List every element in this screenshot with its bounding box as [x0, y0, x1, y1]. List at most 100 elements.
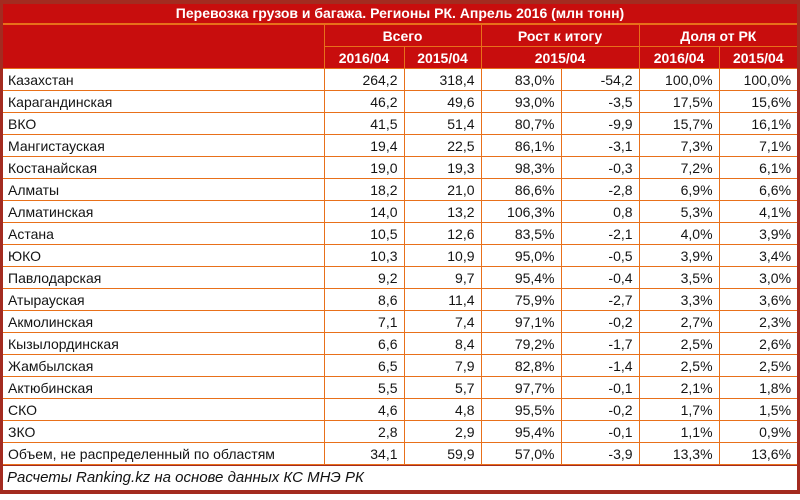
value-cell: 4,6 — [323, 398, 405, 421]
value-cell: 5,3% — [638, 200, 720, 223]
value-cell: 10,3 — [323, 244, 405, 267]
value-cell: 49,6 — [403, 90, 482, 113]
table-row: Акмолинская 7,1 7,4 97,1% -0,2 2,7% 2,3% — [3, 310, 798, 333]
table-row: Атырауская 8,6 11,4 75,9% -2,7 3,3% 3,6% — [3, 288, 798, 311]
data-table: Всего Рост к итогу Доля от РК 2016/04 20… — [3, 25, 798, 465]
region-cell: Алматы — [3, 178, 325, 201]
table-row: Астана 10,5 12,6 83,5% -2,1 4,0% 3,9% — [3, 222, 798, 245]
value-cell: 7,3% — [638, 134, 720, 157]
report-title: Перевозка грузов и багажа. Регионы РК. А… — [3, 4, 797, 25]
value-cell: 1,1% — [638, 420, 720, 443]
value-cell: -0,4 — [560, 266, 640, 289]
region-cell: Астана — [3, 222, 325, 245]
value-cell: 2,5% — [638, 354, 720, 377]
value-cell: -9,9 — [560, 112, 640, 135]
value-cell: 2,8 — [323, 420, 405, 443]
table-row: Павлодарская 9,2 9,7 95,4% -0,4 3,5% 3,0% — [3, 266, 798, 289]
value-cell: 19,3 — [403, 156, 482, 179]
region-cell: Актюбинская — [3, 376, 325, 399]
value-cell: 2,5% — [718, 354, 798, 377]
region-cell: Атырауская — [3, 288, 325, 311]
value-cell: 6,6 — [323, 332, 405, 355]
period-total-2015: 2015/04 — [403, 46, 482, 69]
value-cell: 41,5 — [323, 112, 405, 135]
value-cell: 7,2% — [638, 156, 720, 179]
region-cell: ЗКО — [3, 420, 325, 443]
value-cell: 95,5% — [480, 398, 562, 421]
value-cell: -3,9 — [560, 442, 640, 465]
column-group-growth: Рост к итогу — [480, 25, 640, 47]
value-cell: 13,3% — [638, 442, 720, 465]
value-cell: 95,0% — [480, 244, 562, 267]
region-cell: Кызылординская — [3, 332, 325, 355]
value-cell: 2,1% — [638, 376, 720, 399]
value-cell: 83,0% — [480, 68, 562, 91]
period-share-2015: 2015/04 — [718, 46, 798, 69]
region-cell: Мангистауская — [3, 134, 325, 157]
region-cell: Объем, не распределенный по областям — [3, 442, 325, 465]
value-cell: -0,3 — [560, 156, 640, 179]
table-row: ВКО 41,5 51,4 80,7% -9,9 15,7% 16,1% — [3, 112, 798, 135]
value-cell: 8,6 — [323, 288, 405, 311]
value-cell: 9,2 — [323, 266, 405, 289]
value-cell: 5,7 — [403, 376, 482, 399]
value-cell: -1,4 — [560, 354, 640, 377]
value-cell: 2,5% — [638, 332, 720, 355]
table-row: Жамбылская 6,5 7,9 82,8% -1,4 2,5% 2,5% — [3, 354, 798, 377]
value-cell: 97,7% — [480, 376, 562, 399]
value-cell: 12,6 — [403, 222, 482, 245]
value-cell: 11,4 — [403, 288, 482, 311]
value-cell: 21,0 — [403, 178, 482, 201]
value-cell: 7,4 — [403, 310, 482, 333]
value-cell: 75,9% — [480, 288, 562, 311]
table-row: Карагандинская 46,2 49,6 93,0% -3,5 17,5% 15,6… — [3, 90, 798, 113]
value-cell: 8,4 — [403, 332, 482, 355]
value-cell: -0,1 — [560, 420, 640, 443]
value-cell: 2,6% — [718, 332, 798, 355]
value-cell: -3,5 — [560, 90, 640, 113]
value-cell: 7,9 — [403, 354, 482, 377]
value-cell: 19,4 — [323, 134, 405, 157]
period-header-row: 2016/04 2015/04 2015/04 2016/04 2015/04 — [3, 46, 798, 69]
value-cell: 86,1% — [480, 134, 562, 157]
value-cell: 13,6% — [718, 442, 798, 465]
value-cell: 4,8 — [403, 398, 482, 421]
value-cell: 3,6% — [718, 288, 798, 311]
value-cell: 83,5% — [480, 222, 562, 245]
table-row: Мангистауская 19,4 22,5 86,1% -3,1 7,3% 7,1% — [3, 134, 798, 157]
value-cell: -2,7 — [560, 288, 640, 311]
value-cell: 86,6% — [480, 178, 562, 201]
value-cell: -2,8 — [560, 178, 640, 201]
value-cell: 7,1% — [718, 134, 798, 157]
value-cell: 100,0% — [638, 68, 720, 91]
value-cell: 17,5% — [638, 90, 720, 113]
region-cell: Жамбылская — [3, 354, 325, 377]
value-cell: 57,0% — [480, 442, 562, 465]
value-cell: 16,1% — [718, 112, 798, 135]
value-cell: 106,3% — [480, 200, 562, 223]
value-cell: 3,4% — [718, 244, 798, 267]
value-cell: 6,5 — [323, 354, 405, 377]
value-cell: 2,7% — [638, 310, 720, 333]
table-header: Всего Рост к итогу Доля от РК 2016/04 20… — [3, 25, 798, 69]
region-cell: СКО — [3, 398, 325, 421]
table-row: ЮКО 10,3 10,9 95,0% -0,5 3,9% 3,4% — [3, 244, 798, 267]
value-cell: 10,5 — [323, 222, 405, 245]
value-cell: 80,7% — [480, 112, 562, 135]
value-cell: 22,5 — [403, 134, 482, 157]
value-cell: 4,0% — [638, 222, 720, 245]
value-cell: 79,2% — [480, 332, 562, 355]
period-total-2016: 2016/04 — [324, 46, 405, 69]
period-share-2016: 2016/04 — [638, 46, 720, 69]
value-cell: 264,2 — [323, 68, 405, 91]
table-row: Актюбинская 5,5 5,7 97,7% -0,1 2,1% 1,8% — [3, 376, 798, 399]
value-cell: 13,2 — [403, 200, 482, 223]
value-cell: 3,3% — [638, 288, 720, 311]
region-cell: Алматинская — [3, 200, 325, 223]
table-body: Казахстан 264,2 318,4 83,0% -54,2 100,0% 100,0… — [3, 68, 798, 465]
table-row: ЗКО 2,8 2,9 95,4% -0,1 1,1% 0,9% — [3, 420, 798, 443]
region-cell: Павлодарская — [3, 266, 325, 289]
source-note: Расчеты Ranking.kz на основе данных КС М… — [3, 465, 797, 489]
region-cell: ВКО — [3, 112, 325, 135]
value-cell: 3,9% — [638, 244, 720, 267]
